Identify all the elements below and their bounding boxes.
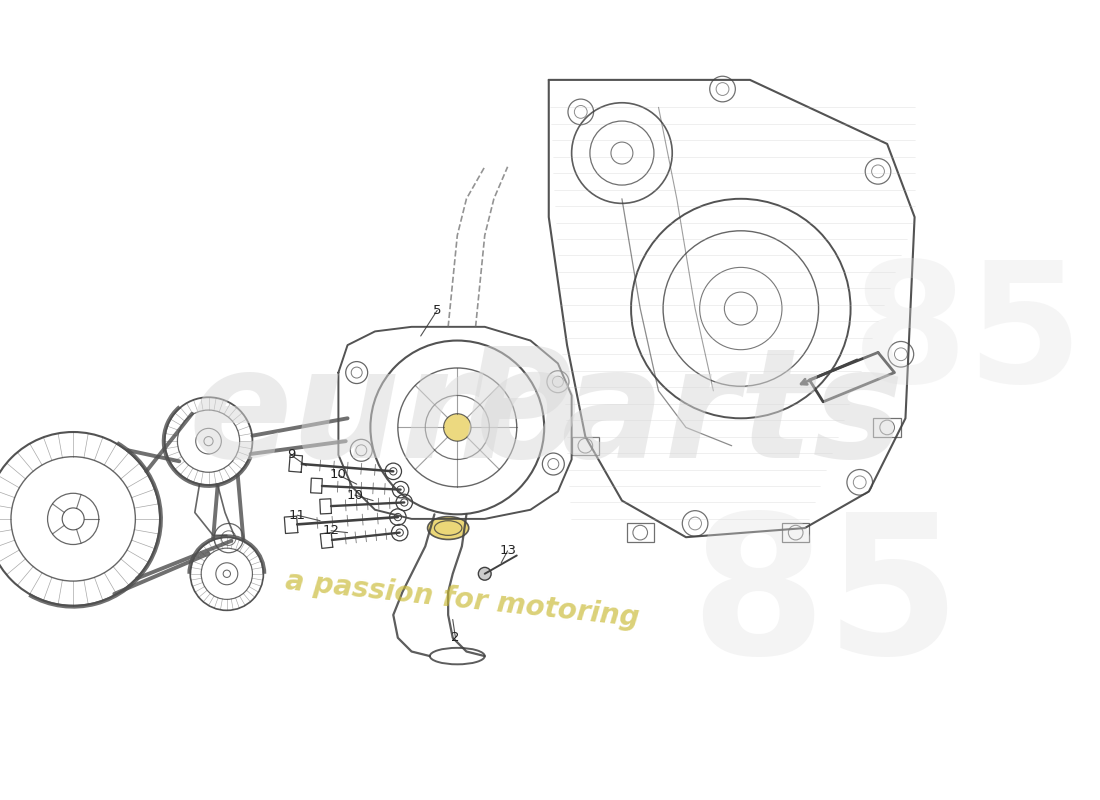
Text: 11: 11 <box>288 509 306 522</box>
Text: 10: 10 <box>346 489 363 502</box>
Text: 5: 5 <box>433 304 441 317</box>
Text: 13: 13 <box>499 545 516 558</box>
Text: 9: 9 <box>287 448 295 462</box>
Text: euro: euro <box>188 342 582 490</box>
Text: 10: 10 <box>330 469 346 482</box>
Text: 12: 12 <box>322 524 340 538</box>
Ellipse shape <box>428 517 469 539</box>
Circle shape <box>478 567 491 580</box>
Bar <box>782 523 810 542</box>
Text: Parts: Parts <box>460 342 904 490</box>
Text: a passion for motoring: a passion for motoring <box>284 567 640 633</box>
Text: 85: 85 <box>852 254 1084 418</box>
Bar <box>572 437 600 455</box>
Bar <box>873 418 901 437</box>
Text: 85: 85 <box>690 506 960 694</box>
Text: 2: 2 <box>451 631 460 644</box>
Bar <box>627 523 653 542</box>
Circle shape <box>443 414 471 441</box>
